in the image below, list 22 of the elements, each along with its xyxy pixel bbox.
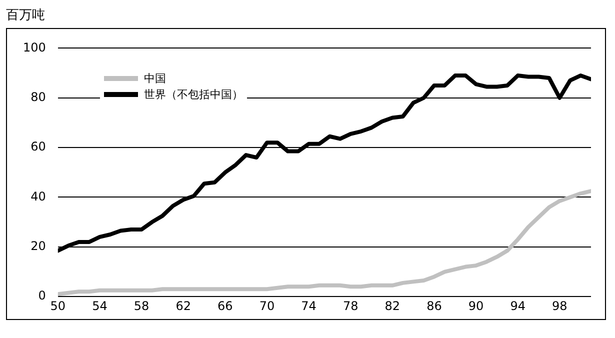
y-tick-label: 40: [30, 189, 46, 204]
x-tick-label: 54: [92, 298, 108, 313]
y-tick-label: 100: [23, 40, 46, 54]
x-tick-label: 82: [384, 298, 400, 313]
legend-label: 世界（不包括中国）: [144, 86, 243, 102]
x-tick-label: 98: [552, 298, 568, 313]
x-tick-label: 70: [259, 298, 275, 313]
y-tick-label: 60: [30, 140, 46, 154]
legend-label: 中国: [144, 70, 166, 86]
x-tick-label: 94: [510, 298, 526, 313]
x-tick-label: 62: [176, 298, 191, 313]
x-tick-label: 58: [134, 298, 150, 313]
y-tick-label: 20: [30, 239, 46, 254]
x-tick-label: 50: [50, 298, 66, 313]
y-tick-label: 80: [30, 90, 46, 104]
y-axis-title: 百万吨: [6, 7, 45, 24]
x-tick-label: 78: [342, 298, 358, 313]
x-tick-label: 90: [468, 298, 484, 313]
y-tick-label: 0: [38, 288, 46, 303]
x-tick-label: 86: [426, 298, 442, 313]
x-tick-label: 66: [218, 298, 233, 313]
x-tick-label: 74: [301, 298, 316, 313]
